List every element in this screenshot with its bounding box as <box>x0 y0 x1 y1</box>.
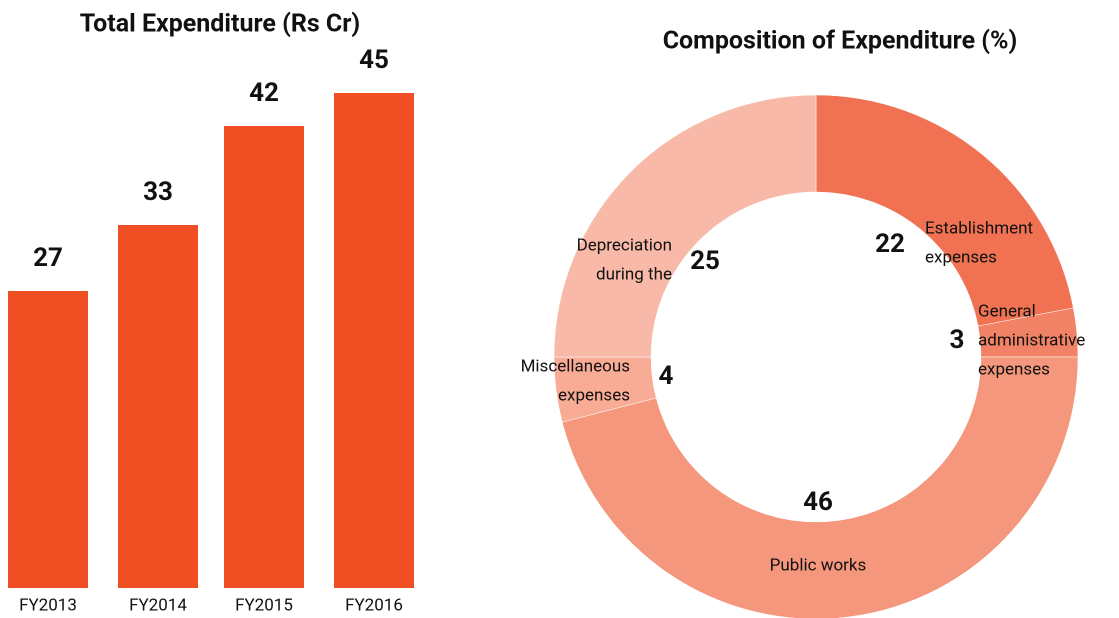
value-label: 45 <box>359 45 389 75</box>
donut-segment <box>561 356 1079 618</box>
bar <box>334 93 414 588</box>
x-tick-label: FY2013 <box>19 595 77 615</box>
x-tick-label: FY2014 <box>129 595 187 615</box>
segment-label: Miscellaneous <box>521 356 630 376</box>
value-label: 4 <box>659 361 674 391</box>
donut-segment <box>553 94 817 358</box>
segment-label: General <box>978 301 1036 321</box>
segment-label: Public works <box>770 555 867 575</box>
segment-label: expenses <box>925 247 997 267</box>
value-label: 22 <box>875 229 905 259</box>
segment-label: Establishment <box>925 218 1033 238</box>
bar <box>224 126 304 588</box>
value-label: 3 <box>950 325 965 355</box>
value-label: 42 <box>249 78 279 108</box>
value-label: 33 <box>143 177 173 207</box>
chart-title: Composition of Expenditure (%) <box>663 27 1018 56</box>
bar <box>8 291 88 588</box>
bar <box>118 225 198 588</box>
segment-label: administrative <box>978 330 1085 350</box>
segment-label: expenses <box>558 385 630 405</box>
chart-title: Total Expenditure (Rs Cr) <box>80 10 360 39</box>
x-tick-label: FY2015 <box>235 595 293 615</box>
segment-label: during the <box>596 264 672 284</box>
value-label: 25 <box>690 246 720 276</box>
donut-segment <box>815 94 1074 327</box>
value-label: 27 <box>33 243 63 273</box>
segment-label: expenses <box>978 359 1050 379</box>
value-label: 46 <box>803 487 833 517</box>
segment-label: Depreciation <box>577 235 672 255</box>
x-tick-label: FY2016 <box>345 595 403 615</box>
